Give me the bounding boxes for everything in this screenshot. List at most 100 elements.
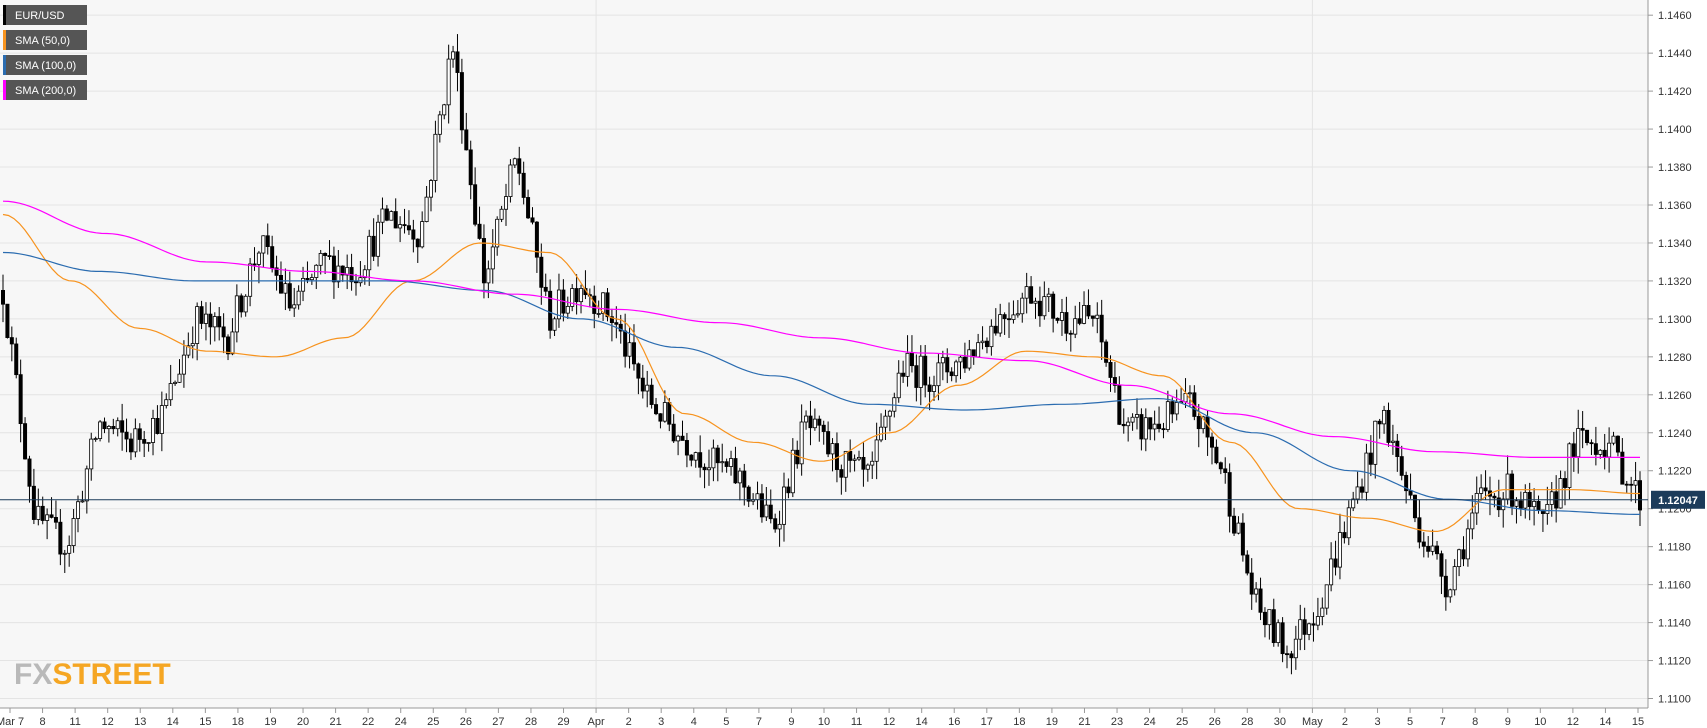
candle-body xyxy=(592,295,597,314)
candle-body xyxy=(1289,653,1294,659)
candle xyxy=(1068,330,1073,352)
candle-body xyxy=(1638,480,1643,511)
candle-body xyxy=(137,428,142,440)
candle-body xyxy=(1201,416,1206,430)
candle-body xyxy=(1611,435,1616,444)
plot-background xyxy=(0,0,1648,708)
candle-body xyxy=(1254,588,1259,595)
candle-body xyxy=(733,458,738,484)
candle xyxy=(1293,625,1298,670)
candle xyxy=(23,417,28,460)
candle xyxy=(759,484,764,523)
candle xyxy=(1285,645,1290,669)
candle xyxy=(1633,461,1638,504)
x-tick-label: 11 xyxy=(69,716,80,728)
candle xyxy=(817,415,822,442)
x-tick-label: 21 xyxy=(329,716,341,728)
x-tick-label: 13 xyxy=(134,716,146,728)
candle xyxy=(71,509,76,553)
candle xyxy=(1461,536,1466,567)
candle xyxy=(98,420,103,442)
candle xyxy=(1055,317,1060,324)
candle-body xyxy=(433,133,438,181)
candle xyxy=(18,359,23,443)
candle xyxy=(1126,417,1131,442)
candle xyxy=(84,465,89,514)
candle xyxy=(93,436,98,442)
candle xyxy=(278,261,283,294)
x-tick-label: 7 xyxy=(756,716,762,728)
candle xyxy=(190,326,195,359)
x-tick-label: 26 xyxy=(460,716,472,728)
candle xyxy=(773,513,778,533)
candle xyxy=(1170,397,1175,424)
candle-body xyxy=(252,263,257,266)
candle xyxy=(137,423,142,452)
candle xyxy=(195,302,200,361)
candle-body xyxy=(1143,417,1148,440)
candle xyxy=(234,284,239,343)
candle xyxy=(786,478,791,499)
candle xyxy=(649,378,654,409)
candle-body xyxy=(932,385,937,392)
candle-body xyxy=(631,342,636,365)
current-price-line: 1.12047 xyxy=(0,490,1705,509)
candle-body xyxy=(1360,486,1365,493)
candle-body xyxy=(1633,480,1638,486)
candle-body xyxy=(1271,609,1276,644)
y-tick-label: 1.1160 xyxy=(1658,580,1691,592)
candle xyxy=(530,207,535,225)
candle xyxy=(384,205,389,222)
y-tick-label: 1.1120 xyxy=(1658,656,1691,668)
candle xyxy=(402,208,407,234)
candle-body xyxy=(98,421,103,439)
candle xyxy=(883,409,888,441)
candle xyxy=(406,210,411,235)
candle xyxy=(1161,422,1166,439)
candle-body xyxy=(1126,421,1131,427)
candle-body xyxy=(949,371,954,377)
candle xyxy=(1448,588,1453,603)
candle xyxy=(473,167,478,227)
x-tick-label: 20 xyxy=(297,716,309,728)
x-tick-label: 16 xyxy=(948,716,960,728)
candle xyxy=(309,273,314,285)
y-tick-label: 1.1420 xyxy=(1658,86,1692,98)
candle xyxy=(1232,507,1237,536)
candle-body xyxy=(865,464,870,470)
candle-body xyxy=(1620,451,1625,485)
candle xyxy=(729,450,734,476)
candle-body xyxy=(887,410,892,417)
candle-body xyxy=(1492,495,1497,499)
x-tick-label: 29 xyxy=(557,716,569,728)
x-tick-label: 22 xyxy=(362,716,374,728)
candle-body xyxy=(1262,611,1267,626)
candle-body xyxy=(226,336,231,355)
candle-body xyxy=(186,345,191,356)
candle-body xyxy=(1258,588,1263,613)
candle xyxy=(398,216,403,243)
candle-body xyxy=(14,343,19,376)
candle xyxy=(1377,418,1382,439)
candle xyxy=(574,274,579,315)
candle-body xyxy=(715,447,720,464)
candle xyxy=(1104,339,1109,367)
candle xyxy=(1638,471,1643,527)
candles xyxy=(0,34,1643,675)
candle-body xyxy=(843,450,848,478)
candle xyxy=(1148,417,1153,441)
candle xyxy=(1029,276,1034,304)
candle xyxy=(164,393,169,409)
candle-body xyxy=(552,318,557,331)
candle-body xyxy=(1055,317,1060,321)
candle-body xyxy=(353,281,358,284)
candle xyxy=(909,335,914,373)
candle-body xyxy=(526,197,531,219)
candle xyxy=(380,197,385,235)
candle xyxy=(1307,622,1312,641)
candle-body xyxy=(371,235,376,257)
candle-body xyxy=(9,337,14,345)
x-tick-label: 2 xyxy=(626,716,632,728)
candle-body xyxy=(1496,497,1501,511)
candle xyxy=(1240,513,1245,562)
